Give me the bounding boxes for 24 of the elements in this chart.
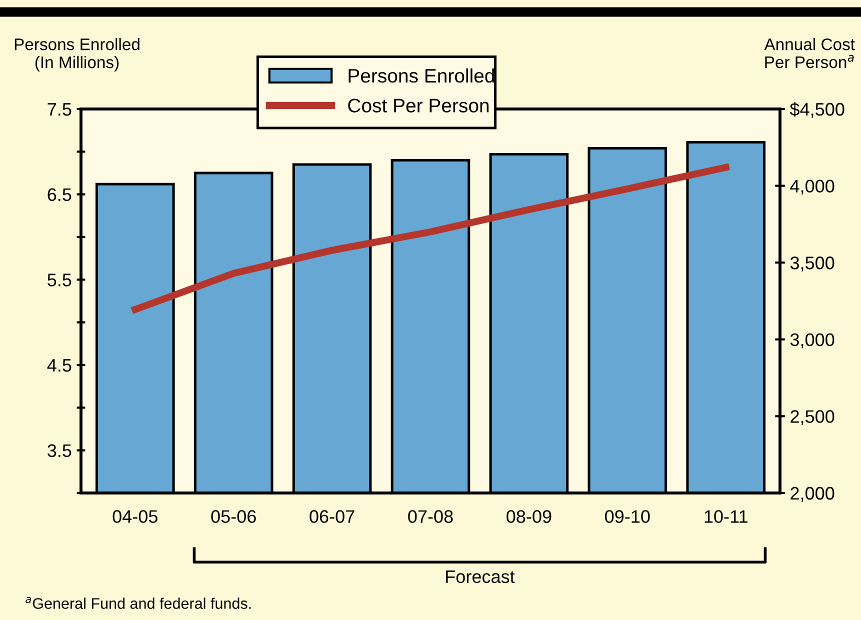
x-tick-label: 07-08 (408, 510, 453, 523)
y2-tick-label: $4,500 (790, 102, 844, 118)
x-tick-label: 09-10 (605, 510, 650, 523)
y2-tick-label: 3,500 (790, 256, 834, 272)
x-tick-label: 04-05 (112, 510, 158, 523)
y-axis-title: Persons Enrolled (In Millions) (14, 38, 140, 72)
x-tick-label: 06-07 (310, 510, 354, 523)
x-tick-label: 08-09 (506, 510, 552, 523)
legend-label: Persons Enrolled (348, 68, 494, 83)
y2-tick-label: 4,000 (790, 180, 834, 195)
y-tick-label: 5.5 (48, 274, 72, 286)
y-tick-label: 7.5 (48, 103, 72, 116)
y2-tick-label: 3,000 (790, 333, 834, 348)
y-tick-label: 4.5 (47, 359, 72, 372)
y2-axis-title: Annual Cost Per Person$^{a}$ (764, 38, 855, 68)
x-tick-label: 05-06 (211, 510, 256, 523)
text: Forecast (446, 570, 515, 584)
y-tick-label: 6.5 (48, 188, 72, 202)
x-tick-label: 10-11 (704, 510, 748, 523)
legend-label: Cost Per Person (348, 98, 489, 112)
y2-tick-label: 2,000 (790, 486, 834, 502)
y2-tick-label: 2,500 (790, 410, 834, 426)
y-tick-label: 3.5 (48, 444, 72, 458)
text: $^{a}$General Fund and federal funds. (26, 596, 251, 609)
